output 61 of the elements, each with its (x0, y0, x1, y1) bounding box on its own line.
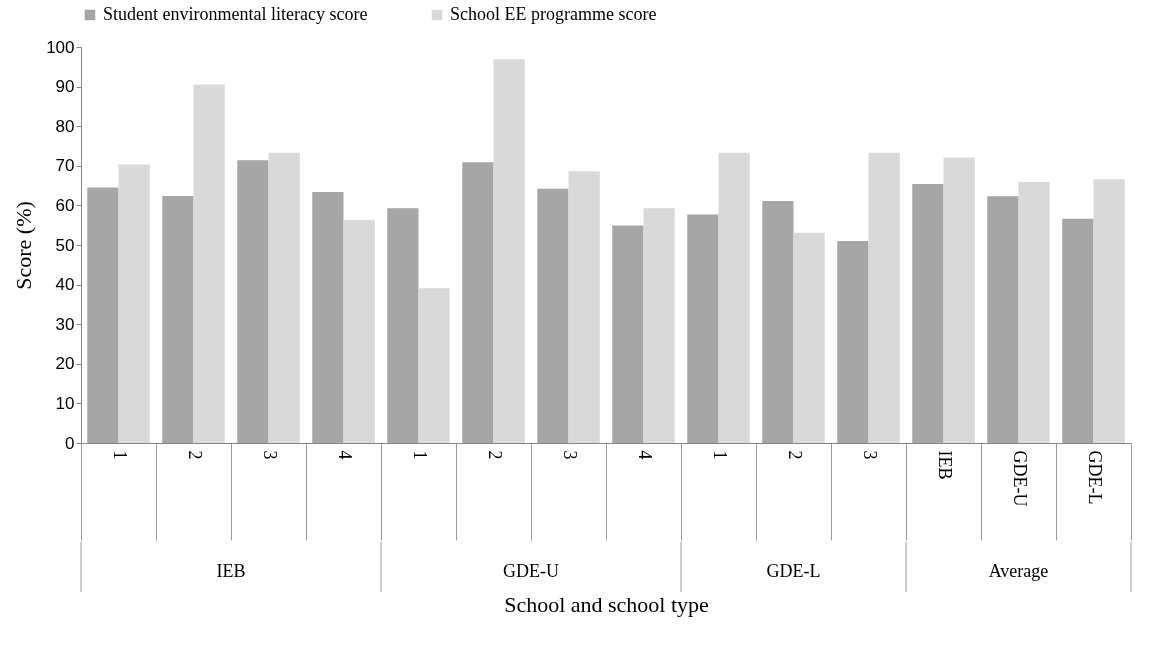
bar (1018, 182, 1050, 443)
x-tick-label: 1 (110, 450, 130, 460)
y-tick-label: 90 (55, 77, 75, 97)
y-tick-label: 70 (55, 156, 75, 176)
bar (868, 152, 900, 443)
bar (312, 191, 344, 443)
y-tick-label: 20 (55, 354, 75, 374)
y-tick-label: 80 (55, 116, 75, 136)
x-tick-label: GDE-U (1010, 450, 1030, 507)
bar (237, 160, 269, 443)
x-tick-label: 2 (785, 450, 805, 460)
text: Average (988, 561, 1049, 581)
bar (762, 201, 794, 443)
x-tick-label: 2 (485, 450, 505, 460)
y-tick-label: 50 (55, 235, 75, 255)
legend-label: School EE programme score (450, 4, 657, 24)
x-tick-label: 3 (260, 450, 280, 460)
y-tick-label: 40 (55, 275, 75, 295)
bar (793, 232, 825, 443)
bar (193, 84, 225, 443)
bar (343, 220, 375, 443)
legend-label: Student environmental literacy score (103, 4, 368, 24)
bar (568, 171, 600, 443)
text: GDE-L (766, 561, 821, 581)
text: IEB (216, 561, 246, 581)
y-tick-label: 10 (55, 393, 75, 413)
bar (268, 152, 300, 443)
bar (643, 208, 675, 443)
x-tick-label: 3 (860, 450, 880, 460)
bar (687, 214, 719, 443)
text: GDE-U (503, 561, 559, 581)
bar (987, 196, 1019, 443)
bar (493, 59, 525, 443)
x-tick-label: 1 (710, 450, 730, 460)
bar (837, 241, 869, 443)
bar (943, 157, 975, 443)
bar (537, 188, 569, 443)
bar (118, 164, 150, 443)
y-tick-label: 0 (65, 433, 75, 453)
x-tick-label: 4 (335, 450, 355, 460)
bar (418, 288, 450, 443)
y-tick-label: 100 (46, 37, 75, 57)
x-tick-label: 1 (410, 450, 430, 460)
x-tick-label: 2 (185, 450, 205, 460)
x-tick-label: 4 (635, 450, 655, 460)
y-axis-title: Score (%) (11, 201, 37, 290)
bar (612, 225, 644, 443)
x-tick-label: 3 (560, 450, 580, 460)
bar (162, 195, 194, 443)
bar (1062, 218, 1094, 443)
bar (718, 152, 750, 443)
x-tick-label: GDE-L (1085, 450, 1105, 505)
bar (387, 208, 419, 443)
y-tick-label: 60 (55, 195, 75, 215)
y-tick-label: 30 (55, 314, 75, 334)
x-axis-title: School and school type (504, 591, 709, 617)
bar (1093, 179, 1125, 443)
x-tick-label: IEB (935, 450, 955, 480)
bar (462, 162, 494, 443)
bar (912, 184, 944, 443)
bar (87, 187, 119, 443)
